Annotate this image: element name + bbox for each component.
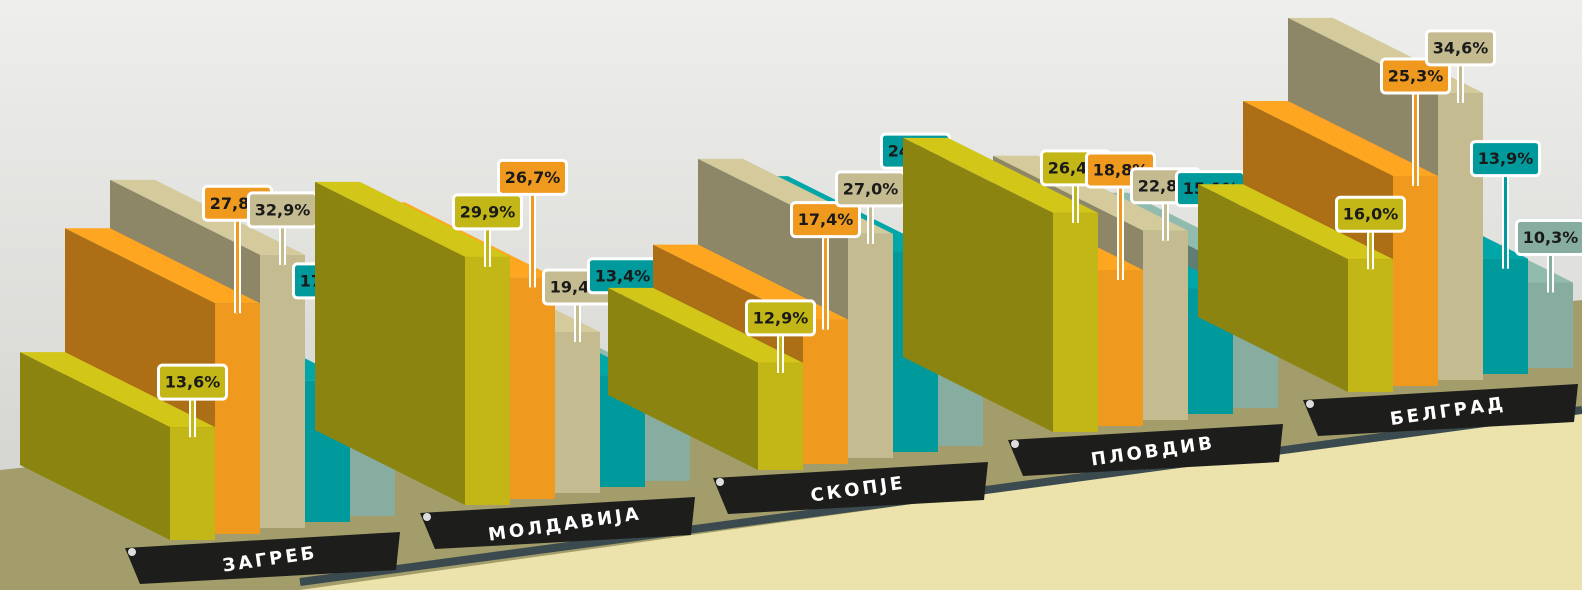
callout-box xyxy=(452,193,523,231)
bar xyxy=(1348,259,1393,392)
ribbon-dot xyxy=(716,478,724,486)
ribbon-dot xyxy=(1011,440,1019,448)
value-label: 17,4% xyxy=(798,210,854,229)
bar xyxy=(1143,230,1188,420)
bar-top xyxy=(608,287,803,363)
value-callout: 17,4% xyxy=(790,201,861,330)
city-ribbon: ЗАГРЕБ xyxy=(125,532,400,584)
bar xyxy=(803,319,848,464)
bar-side xyxy=(315,181,465,505)
bar xyxy=(260,254,305,528)
callout-box xyxy=(1335,195,1406,233)
callout-box xyxy=(1425,29,1496,67)
ribbon xyxy=(420,497,695,549)
bar-side xyxy=(1198,184,1348,392)
ribbon xyxy=(1303,384,1578,436)
bar xyxy=(215,303,260,534)
value-callout: 10,3% xyxy=(1515,219,1582,293)
city-ribbon: СКОПЈЕ xyxy=(713,462,988,514)
bar xyxy=(1053,212,1098,432)
value-callout: 32,9% xyxy=(247,191,318,265)
value-label: 12,9% xyxy=(753,308,809,327)
value-callout: 18,8% xyxy=(1085,151,1156,280)
ribbon xyxy=(713,462,988,514)
bar-top xyxy=(1198,184,1393,260)
bar xyxy=(758,362,803,470)
value-callout: 16,0% xyxy=(1335,195,1406,270)
value-label: 32,9% xyxy=(255,200,311,219)
value-label: 34,6% xyxy=(1433,38,1489,57)
callout-box xyxy=(790,201,861,239)
bar-side xyxy=(608,287,758,470)
ribbon-dot xyxy=(128,548,136,556)
city-ribbon: МОЛДАВИЈА xyxy=(420,497,695,549)
value-callout: 13,9% xyxy=(1470,140,1541,269)
city-ribbon: ПЛОВДИВ xyxy=(1008,424,1283,476)
bar xyxy=(848,233,893,458)
value-callout: 12,9% xyxy=(745,299,816,373)
value-callout: 13,6% xyxy=(157,363,228,438)
callout-box xyxy=(157,363,228,401)
bar xyxy=(1483,258,1528,374)
bar-top xyxy=(20,352,215,428)
callout-box xyxy=(497,158,568,196)
value-label: 13,9% xyxy=(1478,149,1534,168)
bar-side xyxy=(903,137,1053,432)
value-label: 13,4% xyxy=(595,266,651,285)
value-label: 26,7% xyxy=(505,168,561,187)
bar-side xyxy=(20,352,170,540)
value-label: 13,6% xyxy=(165,373,221,392)
bar-top xyxy=(65,228,260,304)
value-label: 10,3% xyxy=(1523,228,1579,247)
ribbon xyxy=(1008,424,1283,476)
ribbon-dot xyxy=(1306,400,1314,408)
callout-box xyxy=(1380,57,1451,95)
bar xyxy=(170,427,215,540)
ribbon xyxy=(125,532,400,584)
value-label: 16,0% xyxy=(1343,205,1399,224)
value-label: 29,9% xyxy=(460,202,516,221)
callout-box xyxy=(1470,140,1541,178)
bar xyxy=(1098,269,1143,426)
value-callout: 26,7% xyxy=(497,158,568,288)
value-callout: 27,0% xyxy=(835,170,906,244)
bar-top xyxy=(315,181,510,257)
bar xyxy=(1438,92,1483,380)
bar xyxy=(555,331,600,493)
value-callout: 34,6% xyxy=(1425,29,1496,103)
value-label: 27,0% xyxy=(843,179,899,198)
bar-top xyxy=(903,137,1098,213)
value-label: 25,3% xyxy=(1388,67,1444,86)
value-callout: 29,9% xyxy=(452,193,523,267)
callout-box xyxy=(745,299,816,337)
bar xyxy=(465,256,510,505)
city-ribbon: БЕЛГРАД xyxy=(1303,384,1578,436)
value-callout: 25,3% xyxy=(1380,57,1451,187)
ribbon-dot xyxy=(423,513,431,521)
bar xyxy=(1528,282,1573,368)
bar xyxy=(510,277,555,499)
bar-top xyxy=(1243,101,1438,177)
callout-box xyxy=(1515,219,1582,257)
